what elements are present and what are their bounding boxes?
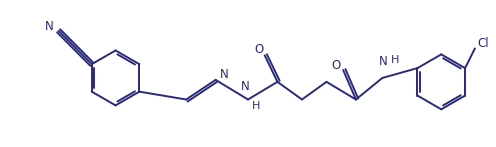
Text: N: N	[379, 55, 388, 68]
Text: H: H	[391, 55, 400, 65]
Text: N: N	[241, 80, 249, 93]
Text: N: N	[220, 69, 228, 81]
Text: H: H	[252, 101, 260, 111]
Text: O: O	[254, 43, 263, 56]
Text: N: N	[45, 20, 53, 33]
Text: Cl: Cl	[478, 37, 490, 50]
Text: O: O	[332, 59, 341, 72]
